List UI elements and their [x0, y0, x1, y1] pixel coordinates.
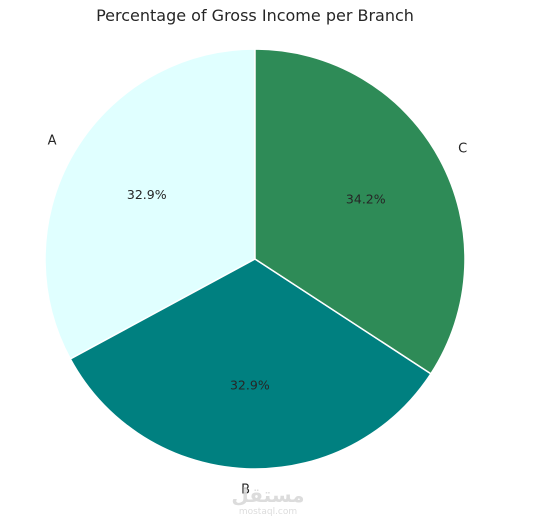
watermark: مستقل mostaql.com [231, 483, 304, 517]
watermark-script: مستقل [231, 483, 304, 507]
pie-slice-a [44, 48, 256, 360]
pie-slices [44, 48, 466, 470]
pie-labels: A 32.9% B 32.9% C 34.2% [48, 133, 468, 497]
slice-label-b: B [241, 482, 250, 497]
pie-slice-c [254, 48, 466, 375]
watermark-url: mostaql.com [239, 507, 297, 517]
slice-percent-a: 32.9% [127, 187, 167, 202]
slice-label-c: C [458, 141, 467, 156]
slice-percent-b: 32.9% [230, 377, 270, 392]
pie-slice-b [69, 258, 432, 470]
slice-percent-c: 34.2% [346, 191, 386, 206]
chart-title: Percentage of Gross Income per Branch [96, 6, 414, 25]
slice-label-a: A [48, 133, 57, 148]
